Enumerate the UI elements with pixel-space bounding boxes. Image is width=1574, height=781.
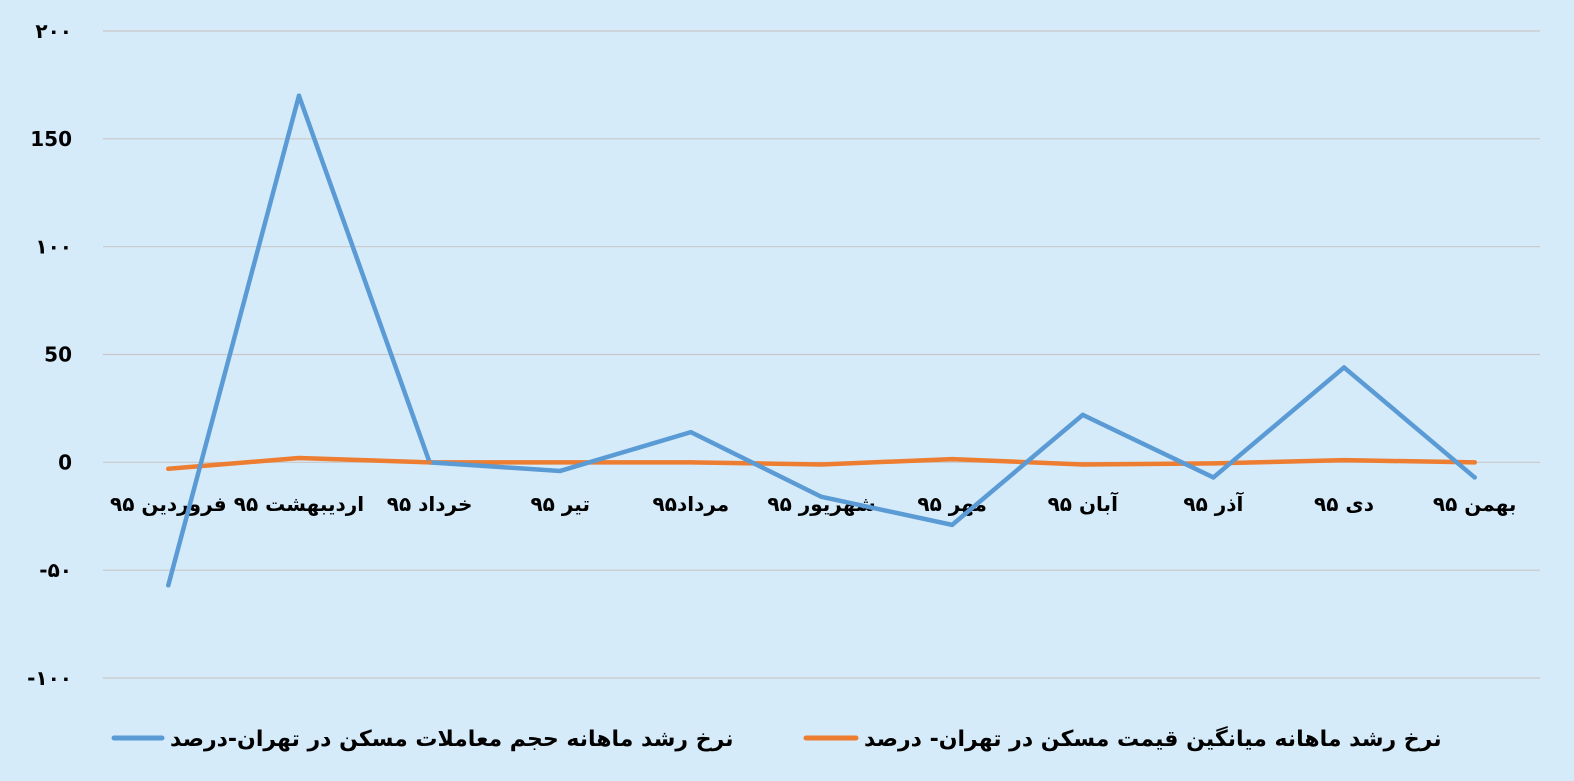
data-point: [1472, 475, 1477, 480]
x-tick-label: بهمن ۹۵: [1433, 492, 1517, 516]
gridlines: [103, 30, 1540, 679]
data-point: [1211, 475, 1216, 480]
y-axis-ticks: ۲۰۰ 150 ۱۰۰ 50 0 -۵۰ -۱۰۰: [27, 19, 72, 690]
data-point: [949, 456, 955, 462]
series-lines: [166, 93, 1477, 588]
y-tick-label: ۱۰۰: [35, 235, 72, 259]
y-tick-label: ۲۰۰: [35, 19, 72, 43]
legend-label: نرخ رشد ماهانه میانگین قیمت مسکن در تهرا…: [864, 725, 1442, 752]
data-point: [688, 460, 694, 465]
y-tick-label: 0: [58, 450, 72, 474]
x-tick-label: آذر ۹۵: [1183, 491, 1244, 516]
x-tick-label: فروردین ۹۵: [110, 492, 227, 516]
y-tick-label: -۵۰: [39, 558, 72, 582]
data-point: [558, 460, 563, 465]
y-tick-label: -۱۰۰: [27, 666, 72, 690]
data-point: [819, 494, 824, 500]
data-point: [166, 583, 171, 588]
x-tick-label: خرداد ۹۵: [387, 492, 473, 516]
data-point: [296, 455, 302, 461]
data-point: [558, 468, 563, 474]
data-point: [1341, 457, 1347, 463]
legend: نرخ رشد ماهانه حجم معاملات مسکن در تهران…: [111, 725, 1442, 752]
data-point: [1080, 462, 1085, 467]
data-point: [1080, 412, 1085, 418]
data-point: [688, 429, 694, 435]
y-tick-label: 50: [44, 343, 72, 367]
data-point: [427, 460, 432, 465]
data-point: [819, 462, 824, 467]
y-tick-label: 150: [30, 127, 72, 151]
x-tick-label: دی ۹۵: [1314, 492, 1374, 516]
data-point: [1472, 460, 1477, 465]
data-point: [296, 93, 302, 98]
data-point: [949, 522, 955, 528]
data-point: [1211, 461, 1216, 466]
x-tick-label: آبان ۹۵: [1048, 491, 1119, 516]
data-point: [166, 466, 171, 472]
x-tick-label: اردیبهشت ۹۵: [234, 492, 364, 516]
x-tick-label: تیر ۹۵: [530, 492, 590, 516]
data-point: [1341, 365, 1347, 370]
x-tick-label: مرداد۹۵: [653, 492, 730, 516]
legend-label: نرخ رشد ماهانه حجم معاملات مسکن در تهران…: [170, 727, 734, 752]
